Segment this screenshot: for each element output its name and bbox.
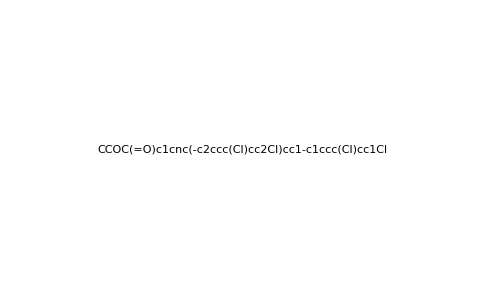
Text: CCOC(=O)c1cnc(-c2ccc(Cl)cc2Cl)cc1-c1ccc(Cl)cc1Cl: CCOC(=O)c1cnc(-c2ccc(Cl)cc2Cl)cc1-c1ccc(… — [97, 145, 387, 155]
